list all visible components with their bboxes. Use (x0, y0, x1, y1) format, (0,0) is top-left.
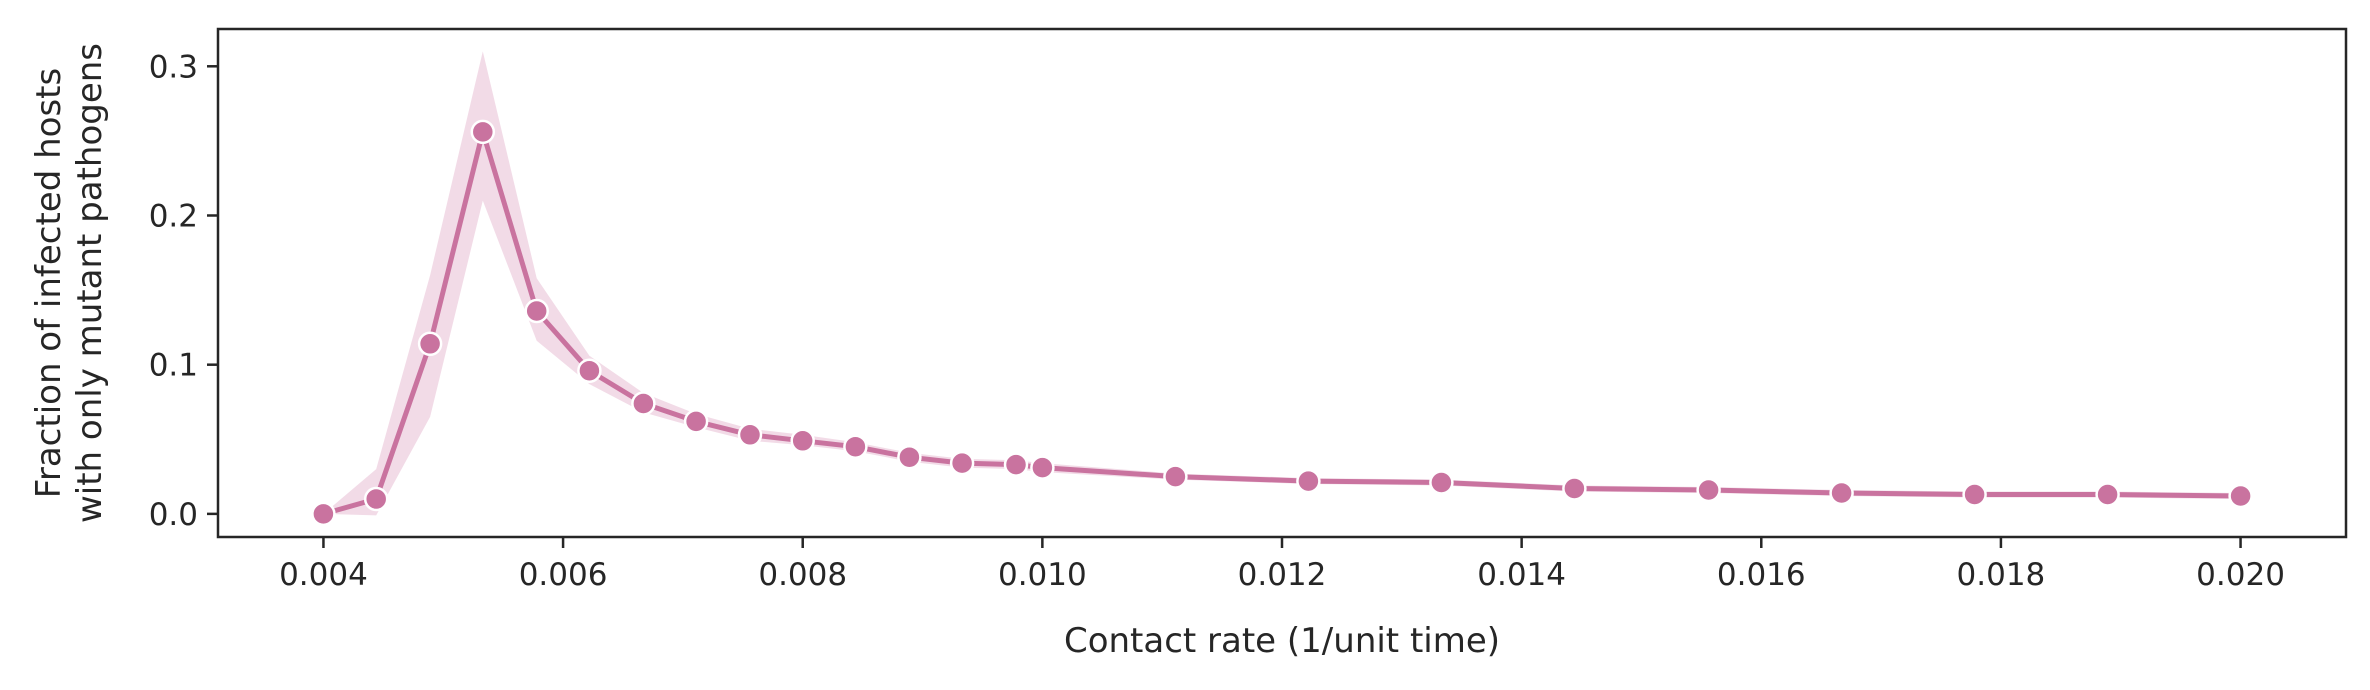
y-tick-label: 0.1 (149, 348, 198, 384)
data-point (363, 486, 389, 512)
x-tick-label: 0.010 (998, 557, 1087, 593)
data-point (470, 119, 496, 145)
data-point (2095, 482, 2120, 507)
x-tick-label: 0.006 (519, 557, 608, 593)
x-tick-label: 0.016 (1717, 557, 1806, 593)
x-axis-ticks: 0.004 0.006 0.008 0.010 0.012 0.014 0.016 0.018… (279, 537, 2285, 593)
data-point (737, 422, 763, 448)
data-point (1163, 464, 1188, 489)
x-tick-label: 0.012 (1238, 557, 1327, 593)
x-tick-label: 0.020 (2196, 557, 2285, 593)
x-axis-title: Contact rate (1/unit time) (1064, 621, 1500, 661)
y-tick-label: 0.3 (149, 49, 198, 85)
data-point (1429, 470, 1454, 495)
data-point (1696, 477, 1721, 503)
data-point (1962, 482, 1987, 507)
x-tick-label: 0.004 (279, 557, 368, 593)
y-axis-title-line-2: with only mutant pathogens (70, 43, 110, 523)
series-line-layer (320, 129, 2244, 517)
data-point (843, 434, 868, 459)
y-axis-ticks: 0.0 0.1 0.2 0.3 (149, 49, 218, 533)
data-point (949, 450, 975, 476)
y-tick-label: 0.2 (149, 198, 198, 234)
data-point (2228, 483, 2253, 509)
data-point (790, 428, 815, 454)
x-tick-label: 0.008 (758, 557, 847, 593)
y-axis-title-line-1: Fraction of infected hosts (29, 68, 69, 498)
data-point (577, 358, 602, 383)
data-point (631, 391, 656, 416)
x-tick-label: 0.014 (1477, 557, 1566, 593)
x-tick-label: 0.018 (1957, 557, 2046, 593)
data-point (1030, 455, 1055, 480)
y-tick-label: 0.0 (149, 497, 198, 533)
data-point (524, 298, 549, 324)
data-point (1296, 468, 1321, 494)
data-point (1829, 480, 1854, 506)
marker-layer (311, 119, 2253, 527)
series-line (320, 129, 2244, 517)
data-point (417, 331, 443, 357)
data-point (897, 444, 922, 470)
data-point (1562, 476, 1587, 501)
data-point (1003, 452, 1029, 477)
data-point (311, 501, 336, 527)
data-point (683, 409, 709, 434)
